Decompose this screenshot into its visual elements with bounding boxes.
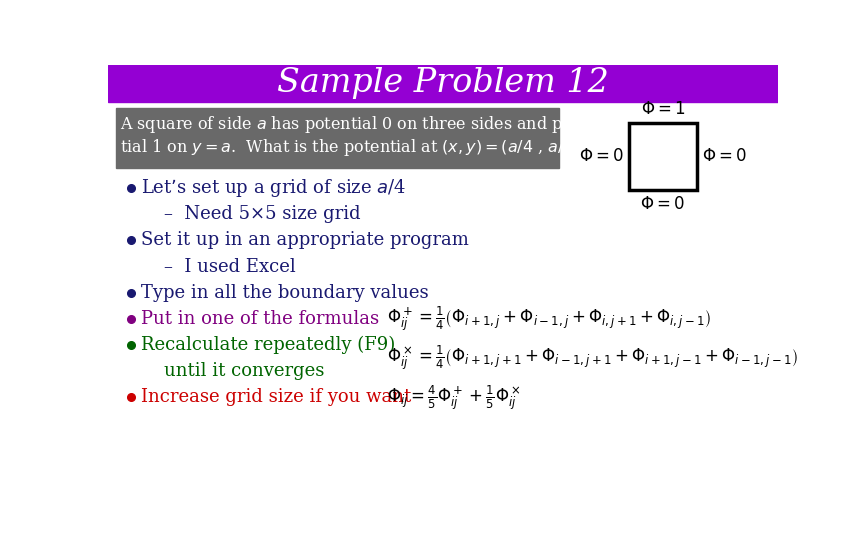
Text: $\Phi = 0$: $\Phi = 0$: [640, 197, 685, 213]
Text: Let’s set up a grid of size $a$/4: Let’s set up a grid of size $a$/4: [141, 177, 406, 199]
Bar: [116, 108, 559, 168]
Text: –  Need 5×5 size grid: – Need 5×5 size grid: [164, 205, 360, 223]
Text: A square of side $a$ has potential 0 on three sides and poten-: A square of side $a$ has potential 0 on …: [120, 114, 605, 136]
Bar: [108, 65, 778, 102]
Text: $\Phi_{ij} = \frac{4}{5}\Phi^+_{ij} + \frac{1}{5}\Phi^\times_{ij}$: $\Phi_{ij} = \frac{4}{5}\Phi^+_{ij} + \f…: [387, 383, 521, 412]
Text: until it converges: until it converges: [164, 362, 324, 380]
Text: –  I used Excel: – I used Excel: [164, 258, 295, 275]
Text: Put in one of the formulas: Put in one of the formulas: [141, 310, 378, 328]
Text: $\Phi = 0$: $\Phi = 0$: [702, 148, 746, 165]
Text: Increase grid size if you want: Increase grid size if you want: [141, 388, 410, 407]
Text: tial 1 on $y = a$.  What is the potential at $(x,y) = (a/4$ , $a/4)$: tial 1 on $y = a$. What is the potential…: [120, 138, 581, 158]
Text: $\Phi = 1$: $\Phi = 1$: [640, 101, 685, 118]
Text: $\Phi^+_{ij} = \frac{1}{4}\left(\Phi_{i+1,j} + \Phi_{i-1,j} + \Phi_{i,j+1} + \Ph: $\Phi^+_{ij} = \frac{1}{4}\left(\Phi_{i+…: [387, 305, 711, 333]
Text: Recalculate repeatedly (F9): Recalculate repeatedly (F9): [141, 336, 395, 354]
Text: Sample Problem 12: Sample Problem 12: [276, 68, 609, 99]
Text: $\Phi^\times_{ij} = \frac{1}{4}\left(\Phi_{i+1,j+1} + \Phi_{i-1,j+1} + \Phi_{i+1: $\Phi^\times_{ij} = \frac{1}{4}\left(\Ph…: [387, 343, 797, 372]
Text: Type in all the boundary values: Type in all the boundary values: [141, 284, 429, 302]
Text: Set it up in an appropriate program: Set it up in an appropriate program: [141, 231, 468, 249]
Text: $\Phi = 0$: $\Phi = 0$: [579, 148, 624, 165]
Bar: [629, 123, 697, 190]
